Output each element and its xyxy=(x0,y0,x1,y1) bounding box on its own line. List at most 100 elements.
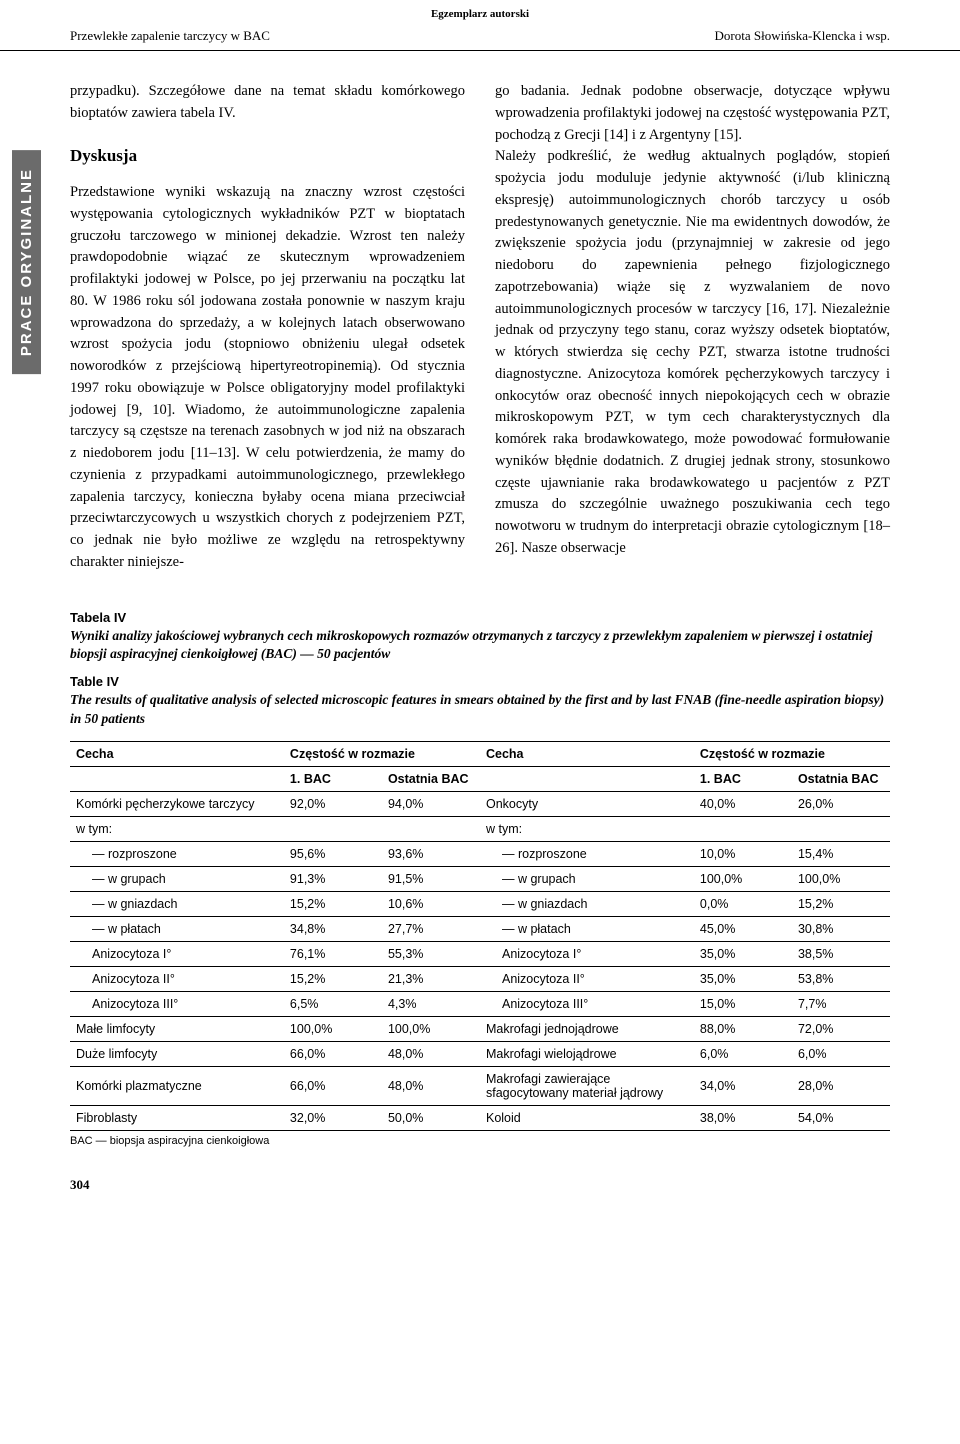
table-cell: 40,0% xyxy=(694,792,792,817)
table-cell: Małe limfocyty xyxy=(70,1017,284,1042)
table-cell: 95,6% xyxy=(284,842,382,867)
table-cell: 66,0% xyxy=(284,1067,382,1106)
table-caption-pl-label: Tabela IV xyxy=(70,610,890,625)
table-cell: 32,0% xyxy=(284,1106,382,1131)
left-column: przypadku). Szczegółowe dane na temat sk… xyxy=(70,81,465,574)
table-cell: 91,3% xyxy=(284,867,382,892)
running-header: Przewlekłe zapalenie tarczycy w BAC Doro… xyxy=(0,24,960,51)
table-row: — rozproszone95,6%93,6%— rozproszone10,0… xyxy=(70,842,890,867)
table-cell: 34,8% xyxy=(284,917,382,942)
table-row: Duże limfocyty66,0%48,0%Makrofagi wieloj… xyxy=(70,1042,890,1067)
table-cell: — w gniazdach xyxy=(70,892,284,917)
table-cell: 0,0% xyxy=(694,892,792,917)
table-cell: 21,3% xyxy=(382,967,480,992)
table-cell: 6,0% xyxy=(792,1042,890,1067)
table-cell: 76,1% xyxy=(284,942,382,967)
table-cell: — w płatach xyxy=(70,917,284,942)
table-cell xyxy=(694,817,792,842)
table-cell: 15,2% xyxy=(284,892,382,917)
body-paragraph: go badania. Jednak podobne obserwacje, d… xyxy=(495,81,890,560)
th-czestosc: Częstość w rozmazie xyxy=(284,742,480,767)
table-cell: 15,0% xyxy=(694,992,792,1017)
table-cell: 66,0% xyxy=(284,1042,382,1067)
table-cell: 4,3% xyxy=(382,992,480,1017)
table-caption-en: The results of qualitative analysis of s… xyxy=(70,691,890,729)
table-row: Komórki pęcherzykowe tarczycy92,0%94,0%O… xyxy=(70,792,890,817)
side-tab: PRACE ORYGINALNE xyxy=(12,150,41,374)
table-cell: Makrofagi zawierające sfagocytowany mate… xyxy=(480,1067,694,1106)
table-cell: Komórki plazmatyczne xyxy=(70,1067,284,1106)
table-cell: 27,7% xyxy=(382,917,480,942)
table-row: Małe limfocyty100,0%100,0%Makrofagi jedn… xyxy=(70,1017,890,1042)
table-cell: 28,0% xyxy=(792,1067,890,1106)
table-cell: 15,4% xyxy=(792,842,890,867)
table-cell: 55,3% xyxy=(382,942,480,967)
table-cell: — w gniazdach xyxy=(480,892,694,917)
table-row: Anizocytoza II°15,2%21,3%Anizocytoza II°… xyxy=(70,967,890,992)
table-cell: Komórki pęcherzykowe tarczycy xyxy=(70,792,284,817)
table-cell: 92,0% xyxy=(284,792,382,817)
table-cell: — w grupach xyxy=(70,867,284,892)
th-ostatnia: Ostatnia BAC xyxy=(792,767,890,792)
th-czestosc: Częstość w rozmazie xyxy=(694,742,890,767)
table-cell: 6,5% xyxy=(284,992,382,1017)
table-caption-en-label: Table IV xyxy=(70,674,890,689)
table-cell: 88,0% xyxy=(694,1017,792,1042)
header-left: Przewlekłe zapalenie tarczycy w BAC xyxy=(70,28,270,44)
page-number: 304 xyxy=(0,1147,960,1213)
table-cell: Fibroblasty xyxy=(70,1106,284,1131)
table-cell: 91,5% xyxy=(382,867,480,892)
table-row: — w gniazdach15,2%10,6%— w gniazdach0,0%… xyxy=(70,892,890,917)
table-cell: 93,6% xyxy=(382,842,480,867)
table-cell: 100,0% xyxy=(694,867,792,892)
table-row: Fibroblasty32,0%50,0%Koloid38,0%54,0% xyxy=(70,1106,890,1131)
table-row: Anizocytoza III°6,5%4,3%Anizocytoza III°… xyxy=(70,992,890,1017)
table-cell xyxy=(382,817,480,842)
table-cell: w tym: xyxy=(480,817,694,842)
table-cell: 100,0% xyxy=(792,867,890,892)
table-cell: 35,0% xyxy=(694,967,792,992)
table-cell: 100,0% xyxy=(382,1017,480,1042)
table-cell: 45,0% xyxy=(694,917,792,942)
table-row: w tym: w tym: xyxy=(70,817,890,842)
th-bac1: 1. BAC xyxy=(284,767,382,792)
header-right: Dorota Słowińska-Klencka i wsp. xyxy=(715,28,890,44)
table-cell: 34,0% xyxy=(694,1067,792,1106)
table-row: Komórki plazmatyczne66,0%48,0%Makrofagi … xyxy=(70,1067,890,1106)
table-cell: 54,0% xyxy=(792,1106,890,1131)
table-cell: 38,5% xyxy=(792,942,890,967)
table-cell: Anizocytoza I° xyxy=(70,942,284,967)
th-ostatnia: Ostatnia BAC xyxy=(382,767,480,792)
table-cell: Duże limfocyty xyxy=(70,1042,284,1067)
table-cell xyxy=(792,817,890,842)
table-cell: Makrofagi jednojądrowe xyxy=(480,1017,694,1042)
table-cell: — rozproszone xyxy=(70,842,284,867)
th-cecha: Cecha xyxy=(70,742,284,767)
table-cell: — w płatach xyxy=(480,917,694,942)
table-cell: 94,0% xyxy=(382,792,480,817)
right-column: go badania. Jednak podobne obserwacje, d… xyxy=(495,81,890,574)
body-paragraph: Przedstawione wyniki wskazują na znaczny… xyxy=(70,182,465,574)
table-cell: Onkocyty xyxy=(480,792,694,817)
table-cell: — rozproszone xyxy=(480,842,694,867)
table-cell: 30,8% xyxy=(792,917,890,942)
table-cell: 53,8% xyxy=(792,967,890,992)
section-heading: Dyskusja xyxy=(70,143,465,169)
th-bac1: 1. BAC xyxy=(694,767,792,792)
table-cell: 10,0% xyxy=(694,842,792,867)
table-row: Anizocytoza I°76,1%55,3%Anizocytoza I°35… xyxy=(70,942,890,967)
table-cell: Makrofagi wielojądrowe xyxy=(480,1042,694,1067)
table-cell: 48,0% xyxy=(382,1067,480,1106)
table-cell: — w grupach xyxy=(480,867,694,892)
table-cell: w tym: xyxy=(70,817,284,842)
table-cell: 50,0% xyxy=(382,1106,480,1131)
table-cell: Anizocytoza I° xyxy=(480,942,694,967)
table-cell: 6,0% xyxy=(694,1042,792,1067)
table-cell: 7,7% xyxy=(792,992,890,1017)
table-cell: 38,0% xyxy=(694,1106,792,1131)
table-cell: Anizocytoza II° xyxy=(70,967,284,992)
table-cell: Anizocytoza III° xyxy=(480,992,694,1017)
table-footnote: BAC — biopsja aspiracyjna cienkoigłowa xyxy=(70,1131,890,1147)
th-cecha: Cecha xyxy=(480,742,694,767)
table-cell: 48,0% xyxy=(382,1042,480,1067)
